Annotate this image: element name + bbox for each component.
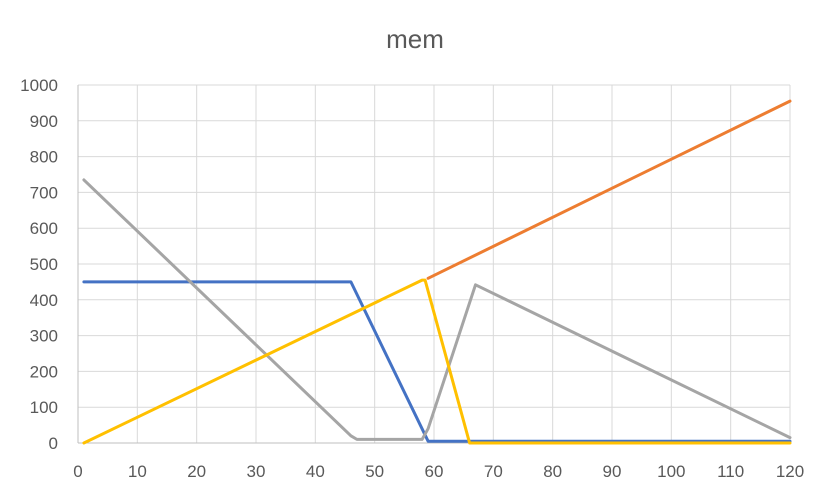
series-gray-line [82,178,792,441]
x-tick-label: 30 [247,462,266,481]
series-blue-line [82,280,792,443]
y-tick-label: 100 [30,398,58,417]
y-tick-label: 300 [30,327,58,346]
x-tick-label: 100 [657,462,685,481]
y-tick-label: 900 [30,112,58,131]
y-tick-label: 700 [30,183,58,202]
x-tick-label: 50 [365,462,384,481]
x-tick-label: 80 [543,462,562,481]
y-tick-label: 500 [30,255,58,274]
y-tick-label: 600 [30,219,58,238]
y-tick-label: 400 [30,291,58,310]
x-tick-label: 40 [306,462,325,481]
x-tick-label: 120 [776,462,804,481]
series-yellow-line [82,278,792,445]
x-tick-label: 110 [717,462,744,481]
x-tick-label: 60 [425,462,444,481]
x-tick-label: 70 [484,462,503,481]
x-tick-label: 90 [603,462,622,481]
y-tick-label: 800 [30,148,58,167]
chart-title: mem [386,24,444,54]
y-tick-label: 200 [30,362,58,381]
x-tick-label: 20 [187,462,206,481]
series-orange-line [426,99,792,280]
series [82,99,792,445]
x-tick-label: 0 [73,462,82,481]
y-tick-label: 0 [49,434,58,453]
x-tick-label: 10 [128,462,147,481]
y-tick-label: 1000 [20,76,58,95]
gridlines [78,84,791,443]
